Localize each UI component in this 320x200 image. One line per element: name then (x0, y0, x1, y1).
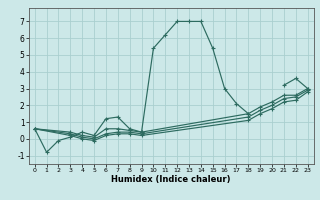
X-axis label: Humidex (Indice chaleur): Humidex (Indice chaleur) (111, 175, 231, 184)
